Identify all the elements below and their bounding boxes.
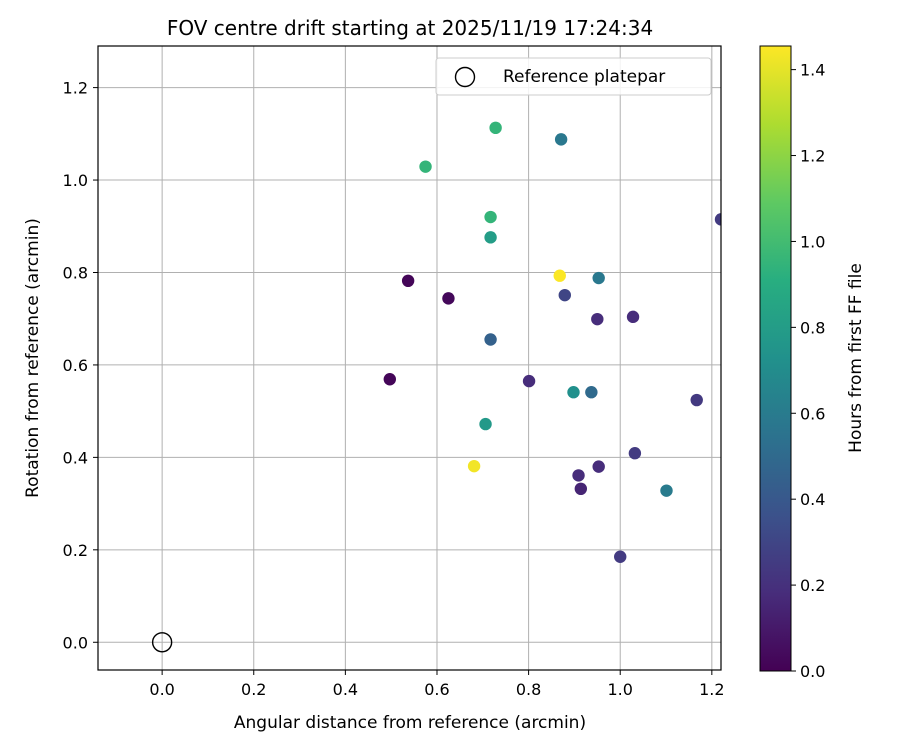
- data-point: [401, 274, 415, 288]
- data-point: [690, 393, 703, 407]
- reference-point-marker: [151, 632, 173, 653]
- plot-area: 0.0 0.2 0.4 0.6 0.8 1.0 1.2 0.0 0.2 0.4 0.6 0.8 1.0…: [63, 45, 725, 699]
- legend-box: [435, 57, 712, 96]
- colorbar-tick-label: 1.4: [800, 61, 825, 80]
- data-point: [592, 460, 605, 473]
- colorbar-gradient: [759, 45, 792, 672]
- data-point: [626, 310, 640, 324]
- colorbar-tick-label: 0.4: [800, 490, 825, 509]
- data-point: [714, 213, 721, 226]
- data-point: [484, 231, 497, 244]
- legend-entry-reference: Reference platepar: [503, 67, 665, 87]
- x-tick-label: 0.2: [241, 680, 266, 699]
- data-point: [484, 333, 497, 346]
- colorbar: 0.0 0.2 0.4 0.6 0.8 1.0 1.2 1.4 Hours from firs…: [759, 45, 866, 681]
- data-point: [660, 484, 673, 497]
- x-tick-label: 0.8: [516, 680, 541, 699]
- y-tick-label: 0.6: [63, 356, 88, 375]
- data-point: [383, 373, 397, 386]
- x-tick-label: 1.0: [607, 680, 632, 699]
- y-axis-label: Rotation from reference (arcmin): [23, 218, 43, 498]
- chart-title: FOV centre drift starting at 2025/11/19 …: [167, 16, 653, 40]
- y-tick-label: 0.4: [63, 448, 88, 467]
- colorbar-tick-label: 0.2: [800, 576, 825, 595]
- y-tick-label: 0.2: [63, 541, 88, 560]
- data-point: [567, 386, 580, 399]
- data-point: [614, 550, 627, 563]
- y-tick-label: 1.2: [63, 79, 88, 98]
- x-tick-label: 1.2: [699, 680, 724, 699]
- data-point: [591, 312, 604, 326]
- colorbar-tick-label: 0.6: [800, 404, 825, 423]
- data-point: [558, 288, 571, 302]
- colorbar-tick-label: 1.0: [800, 232, 825, 251]
- legend-reference-icon: [454, 66, 476, 88]
- data-point: [442, 292, 455, 305]
- x-axis-label: Angular distance from reference (arcmin): [234, 713, 586, 733]
- scatter-points: [383, 121, 721, 563]
- data-point: [479, 417, 492, 431]
- data-point: [574, 482, 588, 496]
- legend: Reference platepar: [435, 57, 712, 96]
- x-tick-label: 0.4: [333, 680, 358, 699]
- colorbar-ticks: 0.0 0.2 0.4 0.6 0.8 1.0 1.2 1.4: [791, 61, 825, 681]
- x-axis-ticks: 0.0 0.2 0.4 0.6 0.8 1.0 1.2: [149, 670, 725, 699]
- data-point: [585, 386, 598, 399]
- data-point: [592, 271, 605, 285]
- data-point: [419, 160, 432, 173]
- colorbar-tick-label: 0.8: [800, 318, 825, 337]
- colorbar-label: Hours from first FF file: [846, 263, 866, 453]
- colorbar-tick-label: 1.2: [800, 147, 825, 166]
- y-tick-label: 0.8: [63, 263, 88, 282]
- y-tick-label: 1.0: [63, 171, 88, 190]
- data-point: [554, 133, 568, 146]
- data-point: [572, 469, 585, 482]
- data-point: [467, 459, 481, 473]
- data-point: [628, 447, 642, 460]
- data-point: [522, 374, 536, 388]
- x-tick-label: 0.0: [149, 680, 174, 699]
- y-axis-ticks: 0.0 0.2 0.4 0.6 0.8 1.0 1.2: [63, 79, 98, 652]
- colorbar-tick-label: 0.0: [800, 662, 825, 681]
- y-tick-label: 0.0: [63, 633, 88, 652]
- grid: [98, 46, 721, 670]
- plot-frame: [97, 45, 722, 671]
- data-point: [489, 121, 502, 135]
- data-point: [553, 269, 566, 282]
- x-tick-label: 0.6: [424, 680, 449, 699]
- data-point: [484, 210, 497, 224]
